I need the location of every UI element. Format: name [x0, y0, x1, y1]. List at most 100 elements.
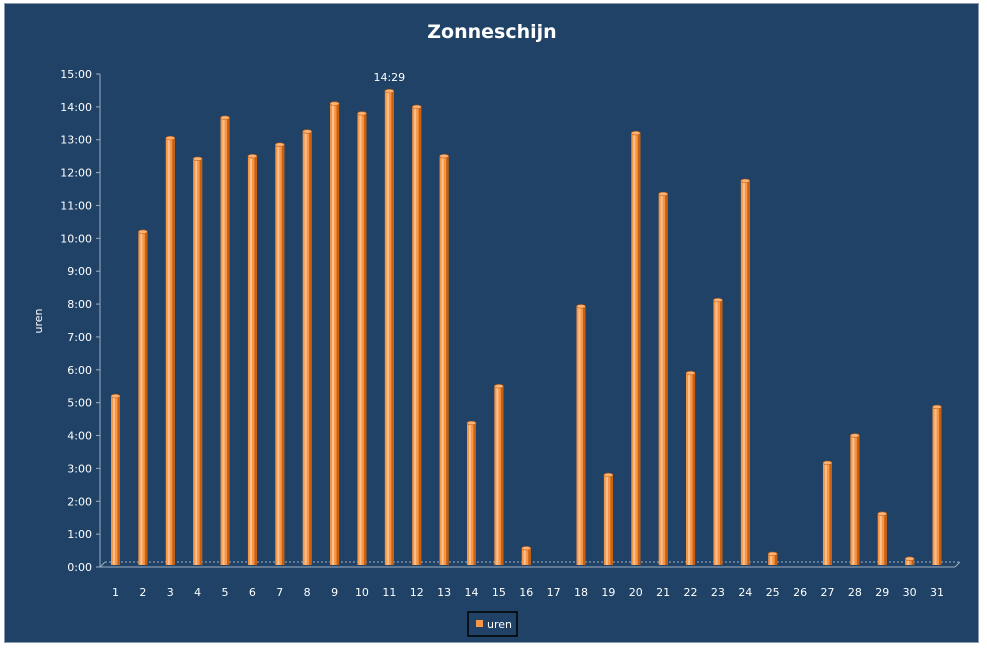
x-tick-label: 24	[738, 586, 752, 599]
bar-highlight	[770, 553, 773, 565]
bar-top	[466, 420, 477, 426]
x-tick-label: 15	[492, 586, 506, 599]
bar	[357, 113, 367, 565]
y-tick-label: 4:00	[67, 430, 92, 443]
legend-swatch	[476, 620, 483, 627]
bar-shade	[144, 231, 148, 565]
x-tick-label: 12	[410, 586, 424, 599]
bar-top	[439, 154, 449, 159]
x-tick-label: 11	[382, 586, 396, 599]
bar-highlight	[660, 193, 663, 566]
bar-top	[713, 298, 723, 303]
bar	[822, 462, 832, 565]
bar-shade	[500, 386, 504, 565]
bar-top	[603, 472, 614, 478]
bar-highlight	[468, 423, 471, 565]
bar	[686, 373, 696, 565]
bars	[110, 88, 942, 566]
bar-highlight	[359, 113, 362, 565]
bar	[138, 231, 148, 565]
bar-highlight	[824, 462, 827, 565]
floor-edge-left	[99, 561, 106, 568]
bar	[165, 138, 175, 565]
bar	[603, 474, 613, 565]
bar-top	[685, 370, 696, 376]
bar-top	[165, 135, 176, 141]
bar-highlight	[441, 156, 444, 565]
y-tick-label: 3:00	[67, 462, 92, 475]
bar	[631, 133, 641, 565]
y-tick-label: 5:00	[67, 397, 92, 410]
bar-highlight	[742, 180, 745, 566]
bar-highlight	[304, 131, 307, 565]
bar-highlight	[386, 91, 389, 565]
bar-highlight	[249, 156, 252, 565]
bar-shade	[829, 462, 832, 565]
bar-top	[576, 304, 586, 309]
bar-highlight	[688, 373, 691, 565]
y-tick-label: 13:00	[60, 134, 92, 147]
bar-shade	[363, 113, 367, 565]
bar	[905, 558, 915, 565]
bar-top	[658, 191, 668, 197]
x-tick-label: 7	[276, 586, 283, 599]
bar	[466, 423, 476, 565]
legend: uren	[467, 611, 518, 637]
x-axis: 1 2 3 4 5 6 7 8 9 10 11 12 13 14 15 16 17 18 19 20 21 22 23 24 2…	[112, 586, 944, 599]
bar	[439, 156, 449, 565]
bar	[576, 306, 586, 565]
bar-highlight	[605, 474, 608, 565]
x-tick-label: 1	[112, 586, 119, 599]
x-tick-label: 30	[903, 586, 917, 599]
bar-top	[247, 154, 258, 159]
bar	[521, 548, 531, 565]
x-tick-label: 16	[519, 586, 533, 599]
bar-shade	[418, 106, 422, 565]
bar-shade	[774, 553, 778, 565]
bar-highlight	[633, 133, 636, 565]
floor-edge-right	[954, 561, 961, 568]
bar	[247, 156, 257, 565]
y-tick-label: 1:00	[67, 528, 92, 541]
y-tick-label: 15:00	[60, 68, 92, 81]
bar	[740, 180, 750, 566]
x-tick-label: 27	[820, 586, 834, 599]
bar-highlight	[195, 158, 198, 565]
bar	[412, 106, 422, 565]
x-tick-label: 13	[437, 586, 451, 599]
bar-top	[220, 115, 230, 120]
bar-top	[877, 511, 888, 516]
x-tick-label: 2	[139, 586, 146, 599]
x-tick-label: 14	[464, 586, 478, 599]
bar-shade	[747, 180, 750, 566]
bar-highlight	[277, 144, 280, 565]
x-tick-label: 31	[930, 586, 944, 599]
y-tick-label: 9:00	[67, 265, 92, 278]
x-tick-label: 9	[331, 586, 338, 599]
annotations: 14:29	[373, 71, 405, 84]
bar-highlight	[496, 386, 499, 565]
x-tick-label: 6	[249, 586, 256, 599]
bar-highlight	[907, 558, 910, 565]
y-tick-label: 11:00	[60, 199, 92, 212]
bar-top	[329, 101, 340, 106]
bar-top	[110, 393, 121, 399]
x-tick-label: 10	[355, 586, 369, 599]
x-tick-label: 29	[875, 586, 889, 599]
bar-shade	[309, 131, 312, 565]
bar-shade	[117, 396, 120, 565]
chart-frame: Zonneschijn uren 0:00 1:00 2:00 3:00 4:00 5:0…	[4, 3, 979, 643]
bar-shade	[637, 133, 641, 565]
bar-shade	[254, 156, 257, 565]
bar	[330, 103, 340, 565]
bar-shade	[446, 156, 449, 565]
bar	[850, 435, 860, 565]
bar-shade	[336, 103, 340, 565]
bar-top	[521, 546, 532, 551]
bar	[275, 144, 285, 565]
bar	[220, 117, 230, 565]
bar	[932, 406, 942, 565]
bar-top	[357, 111, 367, 116]
bar-highlight	[222, 117, 225, 565]
y-tick-label: 14:00	[60, 101, 92, 114]
